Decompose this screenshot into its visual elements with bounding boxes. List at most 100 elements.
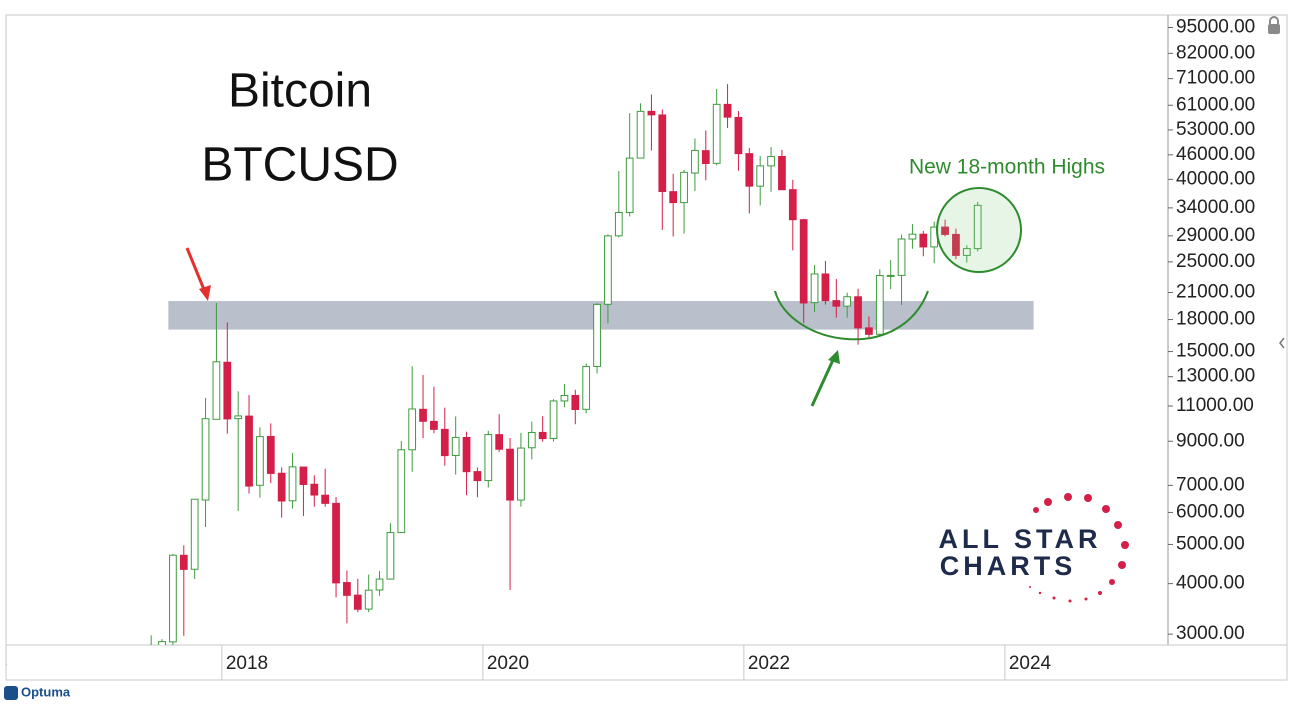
- candle-body: [897, 238, 906, 276]
- candle-body: [158, 641, 166, 645]
- candle-body: [440, 428, 449, 457]
- candle-body: [832, 300, 841, 307]
- candle-body: [723, 103, 732, 118]
- y-tick-label: 21000.00: [1176, 282, 1255, 303]
- lock-icon[interactable]: [1268, 24, 1280, 34]
- platform-name: Optuma: [21, 684, 71, 699]
- candle-body: [560, 394, 569, 402]
- collapse-handle[interactable]: [1279, 337, 1285, 349]
- y-tick-label: 29000.00: [1176, 225, 1255, 246]
- y-tick-label: 3000.00: [1176, 623, 1245, 644]
- candle-body: [245, 415, 253, 487]
- candle-body: [234, 415, 243, 420]
- green-arrow: [810, 359, 835, 407]
- candle-body: [625, 157, 634, 214]
- y-tick-label: 53000.00: [1176, 119, 1255, 140]
- candle-body: [701, 150, 710, 164]
- y-tick-label: 34000.00: [1176, 197, 1255, 218]
- candle-body: [908, 233, 917, 240]
- red-arrow: [185, 247, 207, 293]
- y-tick-label: 6000.00: [1176, 501, 1245, 522]
- candle-body: [778, 156, 786, 191]
- candle-body: [332, 502, 340, 584]
- candle-body: [462, 437, 471, 473]
- red-arrowhead: [199, 285, 211, 301]
- candle-body: [745, 153, 754, 187]
- candle-body: [604, 235, 612, 305]
- candle-body: [919, 233, 928, 248]
- platform-icon: [4, 686, 18, 700]
- candle-body: [538, 431, 547, 440]
- candle-body: [843, 296, 852, 307]
- candle-body: [854, 296, 862, 329]
- y-tick-label: 61000.00: [1176, 94, 1255, 115]
- y-tick-label: 13000.00: [1176, 366, 1255, 387]
- candle-body: [506, 448, 514, 501]
- candle-body: [691, 149, 699, 174]
- x-tick-label: 2022: [748, 653, 790, 674]
- support-zone: [168, 301, 1034, 330]
- candle-body: [473, 471, 482, 482]
- candle-body: [582, 365, 591, 410]
- candle-body: [343, 582, 351, 596]
- candle-body: [799, 219, 808, 304]
- candle-body: [201, 418, 210, 501]
- candle-body: [484, 434, 493, 482]
- candle-body: [256, 436, 264, 486]
- candle-body: [952, 233, 960, 256]
- logo-stars: [1029, 493, 1129, 603]
- bottom-arc: [774, 290, 929, 341]
- logo: ALL STAR CHARTS: [939, 493, 1129, 603]
- y-tick-label: 95000.00: [1176, 16, 1255, 37]
- logo-line2: CHARTS: [940, 551, 1077, 581]
- candle-body: [810, 273, 819, 304]
- candle-body: [179, 554, 188, 570]
- candle-body: [571, 394, 580, 410]
- candle-body: [397, 449, 406, 534]
- candle-body: [549, 400, 558, 439]
- candle-body: [277, 472, 286, 502]
- candle-body: [364, 589, 373, 610]
- candle-body: [288, 466, 297, 502]
- frame: [5, 14, 1288, 681]
- candle-body: [419, 408, 427, 422]
- candle-body: [321, 494, 330, 504]
- x-axis: 2016 2018 2020 2022 2024: [0, 645, 1052, 680]
- y-tick-label: 71000.00: [1176, 68, 1255, 89]
- candle-body: [266, 435, 275, 474]
- lock-shackle: [1269, 16, 1279, 24]
- candle-body: [712, 103, 721, 164]
- candle-body: [527, 431, 536, 449]
- candle-body: [517, 447, 525, 501]
- candle-body: [430, 420, 438, 430]
- candle-body: [212, 361, 221, 420]
- candle-body: [299, 466, 308, 485]
- y-tick-label: 11000.00: [1176, 395, 1254, 416]
- y-tick-label: 25000.00: [1176, 251, 1255, 272]
- y-tick-label: 15000.00: [1176, 341, 1255, 362]
- candle-body: [593, 303, 601, 367]
- candle-body: [223, 361, 232, 420]
- candle-body: [821, 273, 830, 302]
- candle-body: [886, 274, 895, 277]
- y-tick-label: 18000.00: [1176, 309, 1255, 330]
- candle-body: [734, 116, 743, 155]
- y-tick-label: 82000.00: [1176, 42, 1255, 63]
- candle-body: [636, 110, 645, 159]
- candle-body: [941, 226, 949, 235]
- candle-body: [169, 554, 177, 643]
- y-axis: 95000.00 82000.00 71000.00 61000.00 53000.00…: [1168, 16, 1255, 644]
- candle-body: [614, 212, 623, 237]
- candle-body: [647, 110, 656, 116]
- candle-body: [875, 274, 884, 335]
- candle-body: [973, 204, 982, 250]
- candle-body: [353, 594, 362, 610]
- green-arrowhead: [828, 350, 840, 364]
- candle-body: [190, 498, 199, 570]
- candle-body: [767, 156, 775, 167]
- logo-line1: ALL STAR: [939, 524, 1102, 554]
- candle-body: [375, 578, 384, 591]
- x-tick-label: 2016: [0, 653, 7, 674]
- chart-title: Bitcoin: [228, 65, 372, 118]
